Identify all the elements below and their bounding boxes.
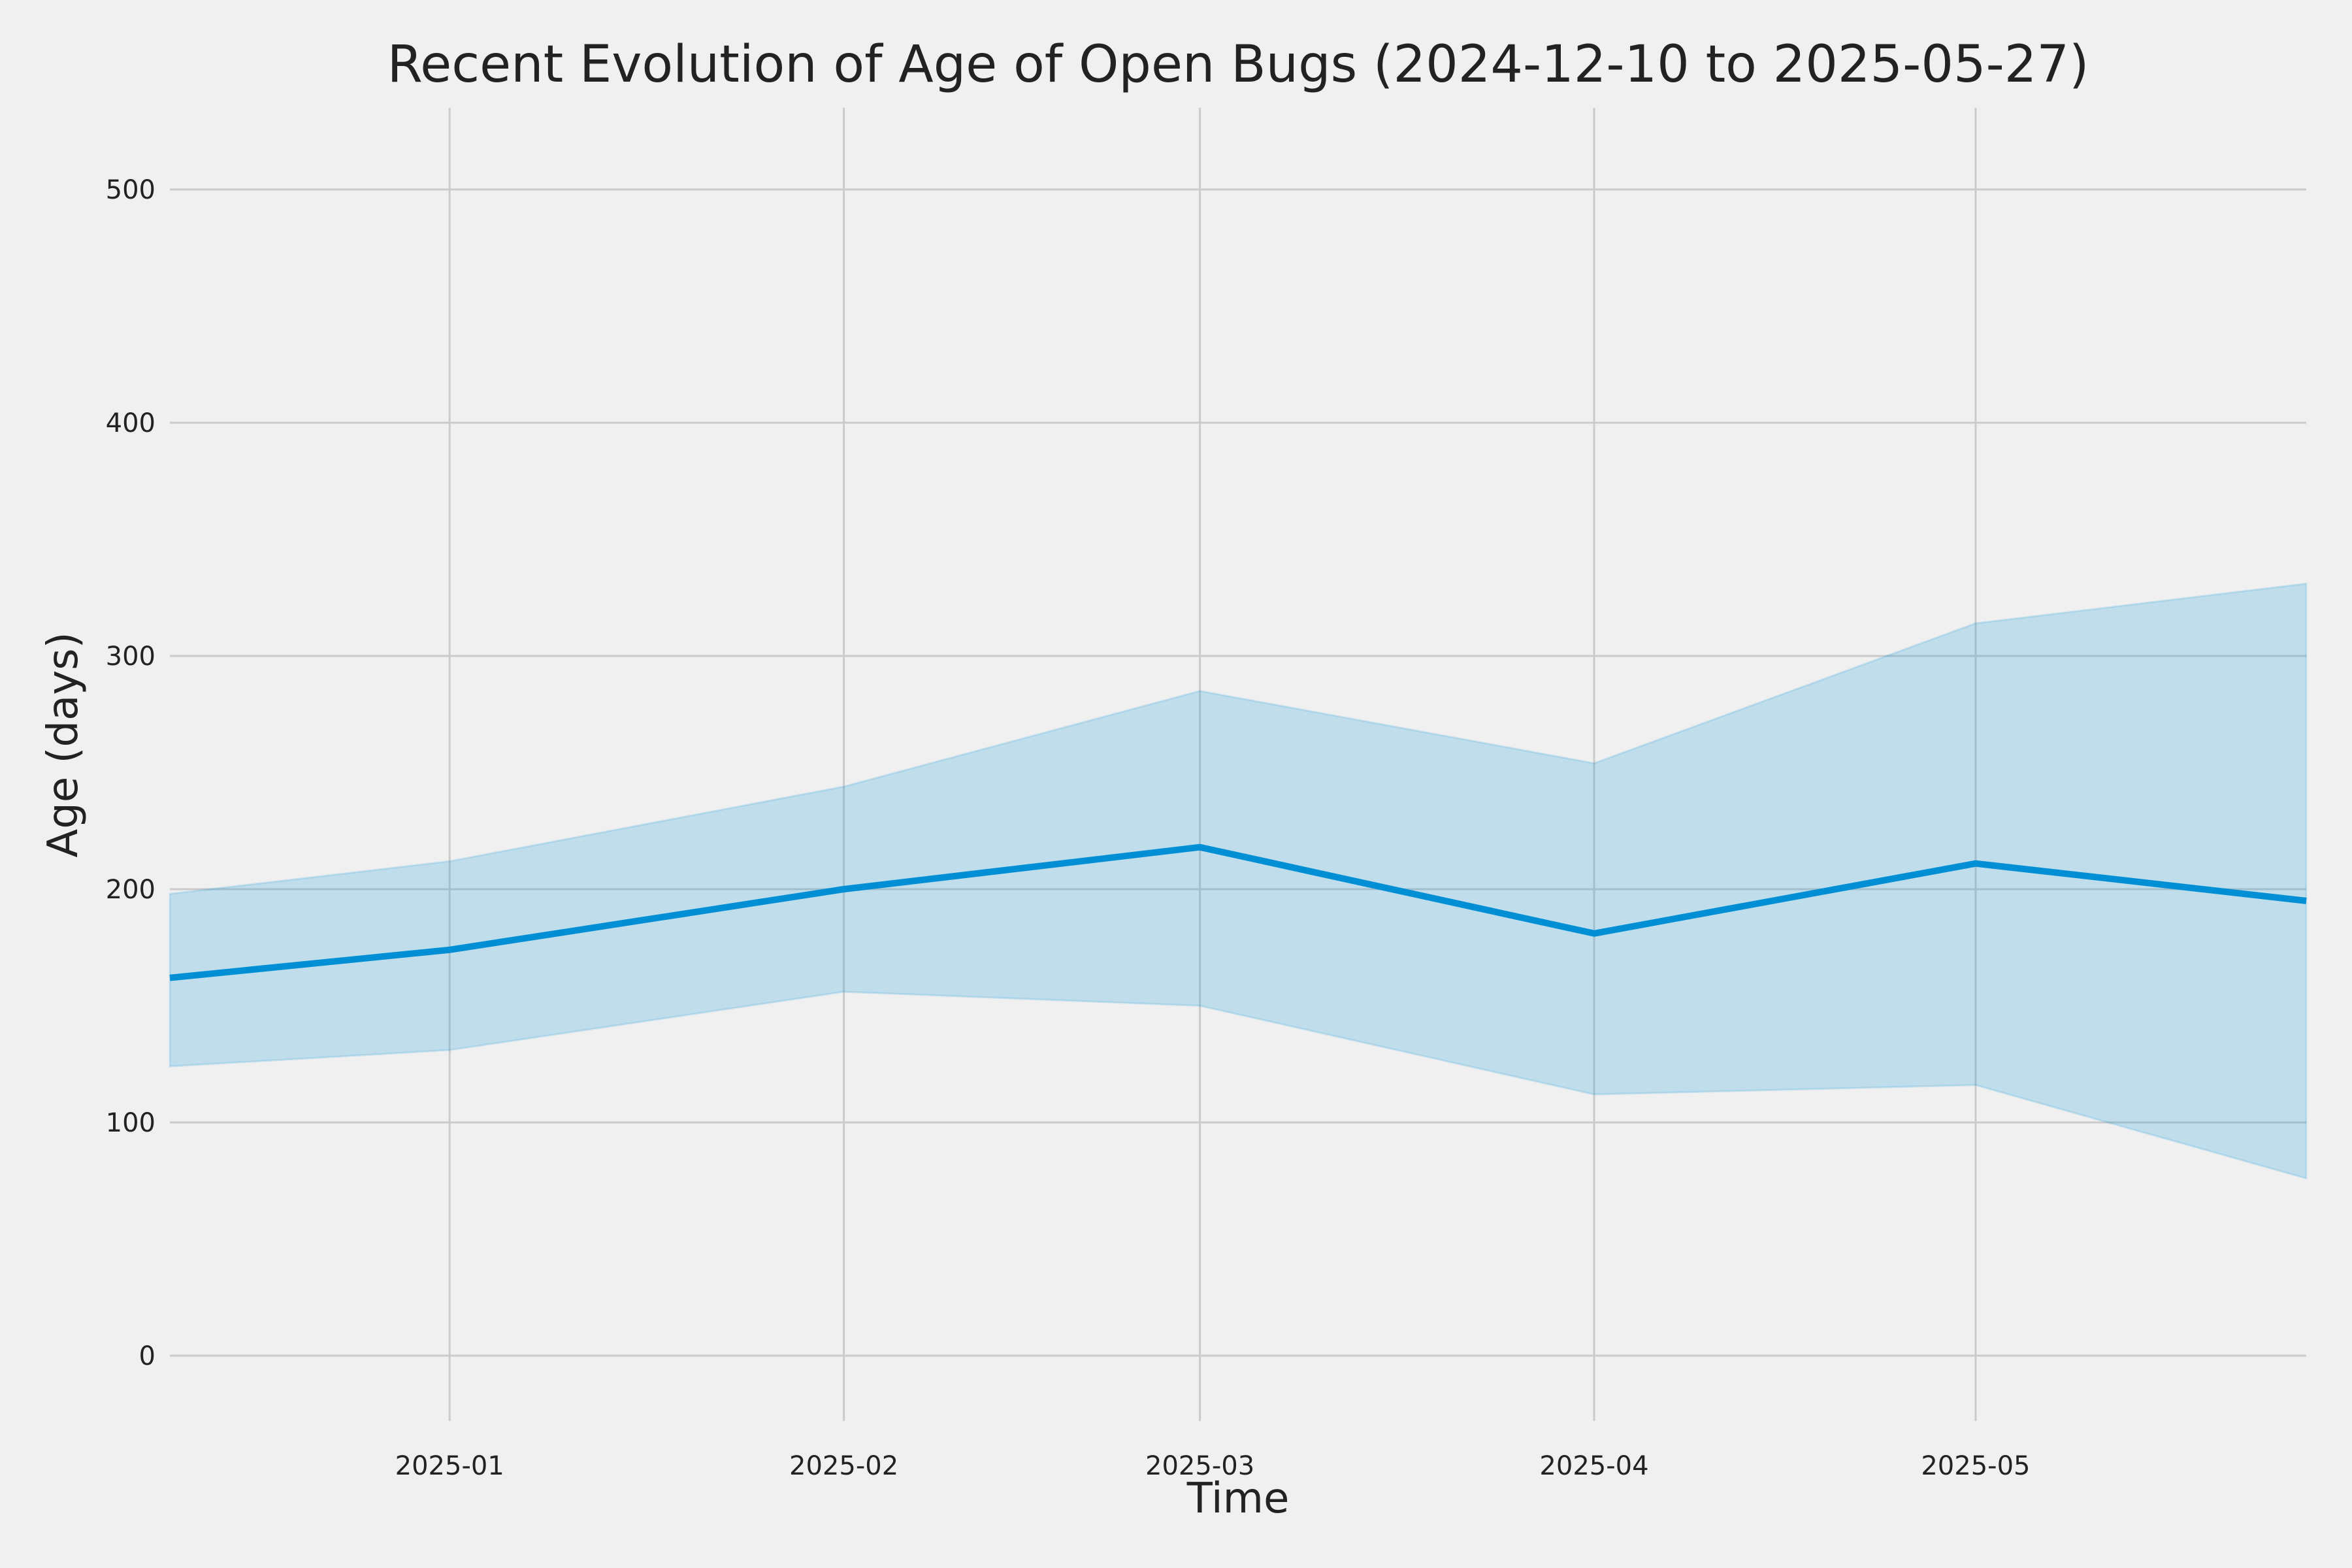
data-point xyxy=(1972,860,1979,867)
data-point xyxy=(841,886,847,892)
y-axis-label: Age (days) xyxy=(39,632,88,857)
x-tick-label: 2025-02 xyxy=(789,1451,898,1481)
grid xyxy=(170,108,2306,1421)
x-tick-label: 2025-03 xyxy=(1145,1451,1254,1481)
y-tick-label: 400 xyxy=(106,408,155,438)
y-tick-label: 300 xyxy=(106,642,155,672)
x-axis-label: Time xyxy=(1186,1475,1290,1523)
tick-labels: 0 100 200 300 400 500 2025-01 2025-02 2025-03 202… xyxy=(106,175,2031,1481)
confidence-band xyxy=(169,582,2308,1180)
y-tick-label: 100 xyxy=(106,1108,155,1138)
data-point xyxy=(1197,844,1203,851)
data-point xyxy=(2303,898,2310,904)
series-line-layer xyxy=(167,843,2310,981)
confidence-band-layer xyxy=(169,582,2308,1180)
x-tick-label: 2025-04 xyxy=(1539,1451,1648,1481)
y-tick-label: 0 xyxy=(139,1341,155,1371)
x-tick-label: 2025-05 xyxy=(1921,1451,2030,1481)
data-point xyxy=(167,975,173,981)
x-tick-label: 2025-01 xyxy=(395,1451,504,1481)
y-tick-label: 500 xyxy=(106,175,155,205)
series-line xyxy=(169,843,2307,981)
chart-title: Recent Evolution of Age of Open Bugs (20… xyxy=(387,35,2089,94)
data-point xyxy=(446,947,453,953)
y-tick-label: 200 xyxy=(106,875,155,905)
data-point xyxy=(1591,930,1597,937)
